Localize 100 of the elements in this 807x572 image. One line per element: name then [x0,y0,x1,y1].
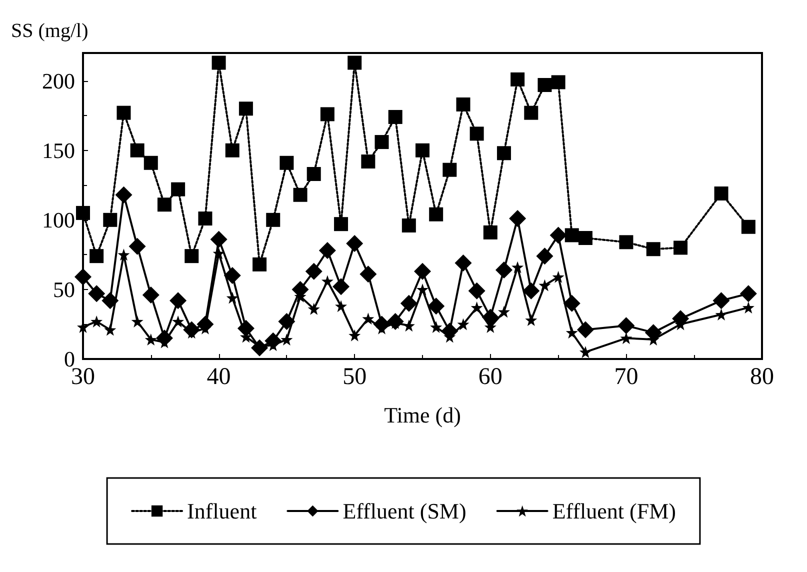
point [348,56,362,70]
point [741,220,756,234]
point [170,292,187,310]
point [564,228,579,242]
point [348,329,361,342]
point [104,324,116,336]
point [266,212,280,227]
x-axis-title: Time (d) [384,402,461,428]
point [509,210,526,228]
point [495,261,512,278]
legend-label: Influent [187,498,257,524]
point [457,318,470,330]
point [522,282,540,300]
point [715,308,728,320]
point [550,226,567,244]
point [332,278,350,296]
point [430,321,442,334]
x-tick-label: 80 [750,364,774,390]
point [578,230,592,245]
point [563,294,580,312]
point [278,312,296,330]
point [212,247,225,260]
point [308,302,320,315]
point [103,212,118,227]
point [130,143,144,158]
point [470,302,483,314]
point [88,285,106,302]
point [116,106,131,120]
point [482,308,499,326]
point [305,262,322,280]
point [551,75,566,90]
point [416,283,428,296]
point [374,135,389,150]
point [131,315,144,328]
point [90,249,104,264]
y-axis-title: SS (mg/l) [11,20,88,42]
point [619,235,634,250]
x-tick-label: 60 [478,364,502,390]
point [483,225,498,240]
point [552,270,564,283]
y-tick-label: 150 [42,138,75,163]
y-tick-label: 50 [53,276,75,302]
point [252,257,267,272]
point [416,143,430,158]
point [576,321,594,338]
point [646,242,660,256]
point [388,110,402,124]
point [740,285,757,302]
point [362,312,374,325]
x-tick-label: 70 [614,364,638,390]
point [320,107,334,122]
point [538,78,552,92]
point [76,206,90,220]
point [306,167,321,182]
point [171,182,186,196]
point [226,292,238,304]
point [512,261,524,274]
point [144,334,157,346]
point [566,326,578,339]
point [525,314,538,326]
point [184,249,199,264]
point [237,320,254,337]
x-tick-label: 40 [206,364,231,390]
y-tick-label: 200 [42,68,75,94]
point [496,146,511,160]
point [454,254,472,272]
point [172,315,184,328]
point [335,300,348,312]
point [618,317,635,334]
legend-label: Effluent (SM) [342,498,466,524]
point [225,143,240,158]
point [510,72,525,86]
point [212,56,226,70]
point [198,212,212,226]
point [470,126,484,141]
point [280,334,293,346]
point [400,294,418,312]
point [442,162,457,177]
point [334,217,348,232]
point [74,268,92,286]
point [360,266,377,283]
point [714,186,728,200]
point [468,282,486,300]
point [118,248,130,261]
point [524,106,538,120]
point [280,156,294,170]
point [321,275,334,288]
point [456,97,470,112]
point [318,242,336,260]
y-tick-label: 100 [42,207,75,232]
point [157,198,172,212]
point [579,346,592,358]
legend-label: Effluent (FM) [552,498,676,524]
point [402,218,416,232]
x-tick-label: 50 [342,364,367,390]
point [498,306,510,318]
point [102,292,119,310]
point [674,240,688,255]
point [428,298,445,315]
point [210,230,228,248]
